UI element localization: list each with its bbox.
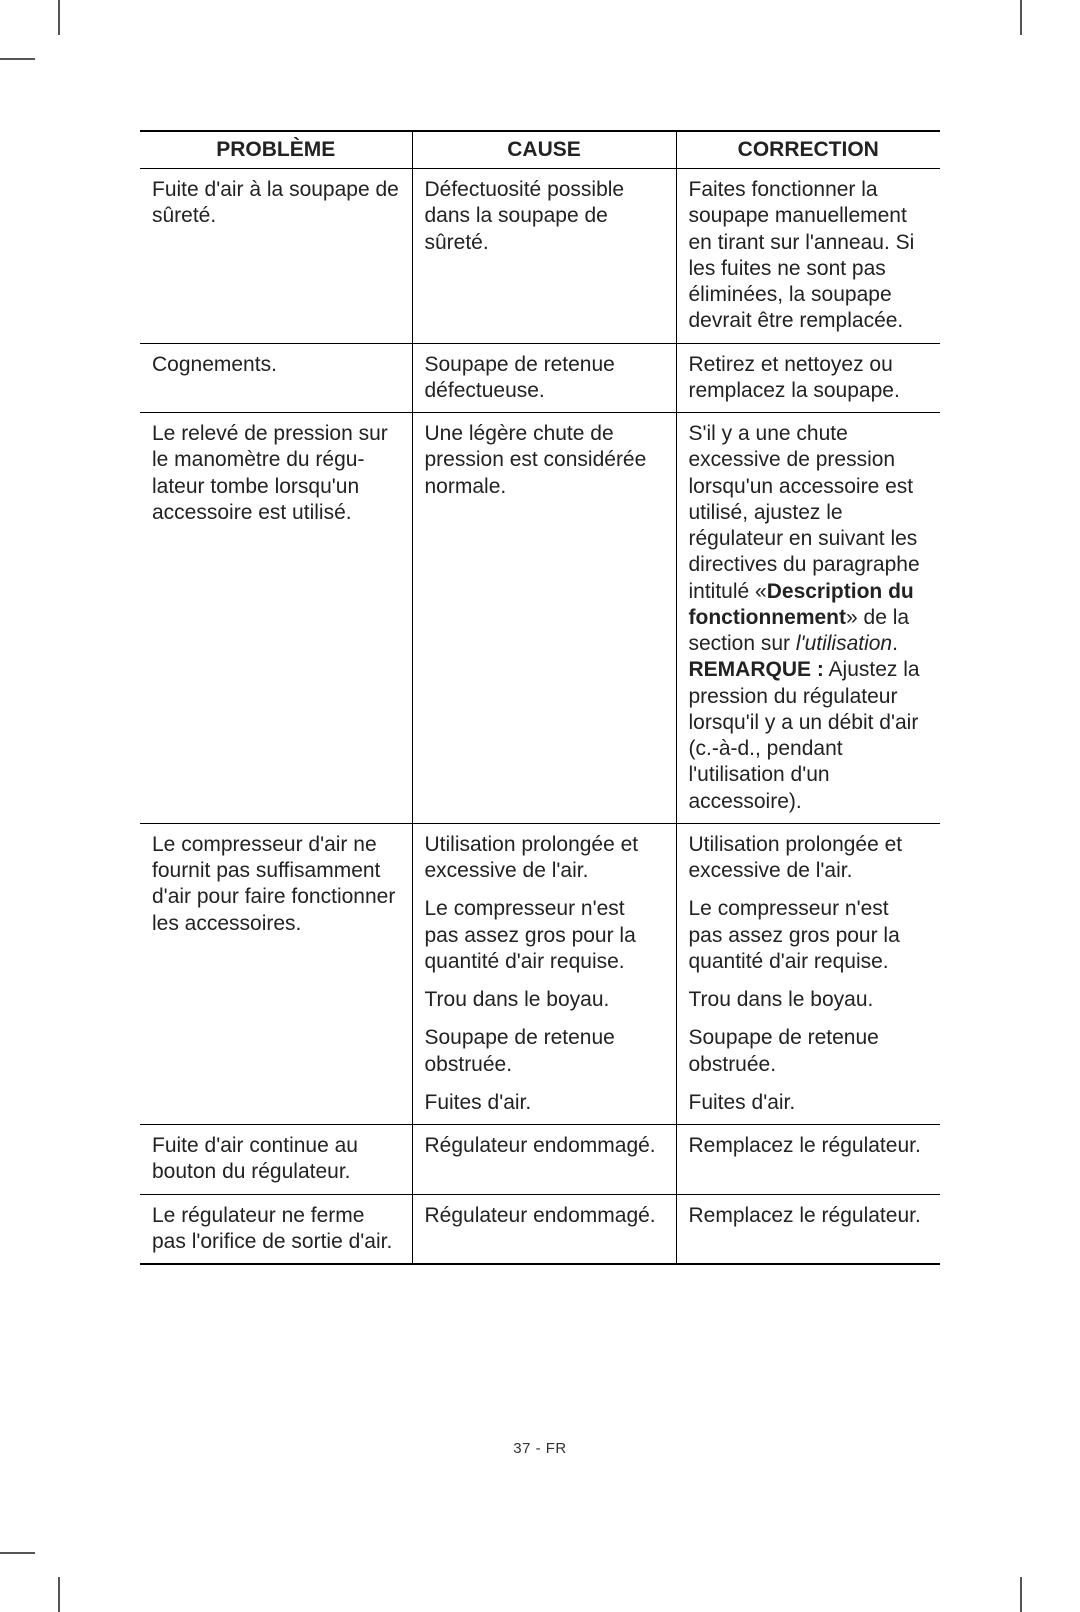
- cell-correction: Remplacez le régulateur.: [676, 1125, 940, 1195]
- table-row: Fuite d'air continue au bouton du régula…: [140, 1125, 940, 1195]
- text: Fuites d'air.: [689, 1090, 929, 1116]
- cell-correction: S'il y a une chute excessive de pression…: [676, 413, 940, 824]
- table-row: Le compresseur d'air ne fournit pas suff…: [140, 823, 940, 1124]
- text: Le compresseur n'est pas assez gros pour…: [425, 896, 664, 975]
- cell-cause: Une légère chute de pression est consi­d…: [412, 413, 676, 824]
- cell-problem: Le relevé de pression sur le manomètre d…: [140, 413, 412, 824]
- text: Soupape de retenue obstruée.: [689, 1025, 929, 1078]
- text: Fuites d'air.: [425, 1090, 664, 1116]
- text-italic: l'utilisation: [796, 632, 892, 655]
- crop-mark: [1020, 0, 1022, 35]
- text: Trou dans le boyau.: [689, 987, 929, 1013]
- crop-mark: [58, 1577, 60, 1612]
- cell-correction: Utilisation prolongée et excessive de l'…: [676, 823, 940, 1124]
- crop-mark: [0, 58, 35, 60]
- cell-cause: Régulateur endommagé.: [412, 1194, 676, 1264]
- text: Utilisation prolongée et excessive de l'…: [689, 832, 929, 885]
- col-header-correction: CORRECTION: [676, 131, 940, 169]
- table-row: Le relevé de pression sur le manomètre d…: [140, 413, 940, 824]
- crop-mark: [1020, 1577, 1022, 1612]
- table-row: Le régulateur ne ferme pas l'orifice de …: [140, 1194, 940, 1264]
- text: .: [892, 632, 898, 655]
- table-row: Fuite d'air à la sou­pape de sûreté. Déf…: [140, 169, 940, 344]
- cell-problem: Fuite d'air continue au bouton du régula…: [140, 1125, 412, 1195]
- cell-cause: Utilisation prolongée et excessive de l'…: [412, 823, 676, 1124]
- page: PROBLÈME CAUSE CORRECTION Fuite d'air à …: [0, 0, 1080, 1612]
- col-header-cause: CAUSE: [412, 131, 676, 169]
- table-header-row: PROBLÈME CAUSE CORRECTION: [140, 131, 940, 169]
- cell-problem: Fuite d'air à la sou­pape de sûreté.: [140, 169, 412, 344]
- text-bold: REMARQUE :: [689, 658, 824, 681]
- cell-cause: Soupape de retenue défectueuse.: [412, 343, 676, 413]
- cell-correction: Faites fonctionner la soupape manuelleme…: [676, 169, 940, 344]
- cell-correction: Remplacez le régulateur.: [676, 1194, 940, 1264]
- text: Le compresseur n'est pas assez gros pour…: [689, 896, 929, 975]
- col-header-problem: PROBLÈME: [140, 131, 412, 169]
- cell-correction: Retirez et nettoyez ou remplacez la soup…: [676, 343, 940, 413]
- text: S'il y a une chute excessive de pression…: [689, 422, 920, 603]
- cell-problem: Le compresseur d'air ne fournit pas suff…: [140, 823, 412, 1124]
- cell-cause: Régulateur endommagé.: [412, 1125, 676, 1195]
- cell-cause: Défectuosité pos­sible dans la sou­pape …: [412, 169, 676, 344]
- cell-problem: Cognements.: [140, 343, 412, 413]
- content-area: PROBLÈME CAUSE CORRECTION Fuite d'air à …: [140, 130, 940, 1265]
- crop-mark: [58, 0, 60, 35]
- crop-mark: [0, 1552, 35, 1554]
- text: Utilisation prolongée et excessive de l'…: [425, 832, 664, 885]
- text: Soupape de retenue obstruée.: [425, 1025, 664, 1078]
- text: Ajustez la pression du régu­lateur lorsq…: [689, 658, 920, 812]
- page-footer: 37 - FR: [0, 1440, 1080, 1457]
- cell-problem: Le régulateur ne ferme pas l'orifice de …: [140, 1194, 412, 1264]
- text: Trou dans le boyau.: [425, 987, 664, 1013]
- table-row: Cognements. Soupape de retenue défectueu…: [140, 343, 940, 413]
- troubleshooting-table: PROBLÈME CAUSE CORRECTION Fuite d'air à …: [140, 130, 940, 1265]
